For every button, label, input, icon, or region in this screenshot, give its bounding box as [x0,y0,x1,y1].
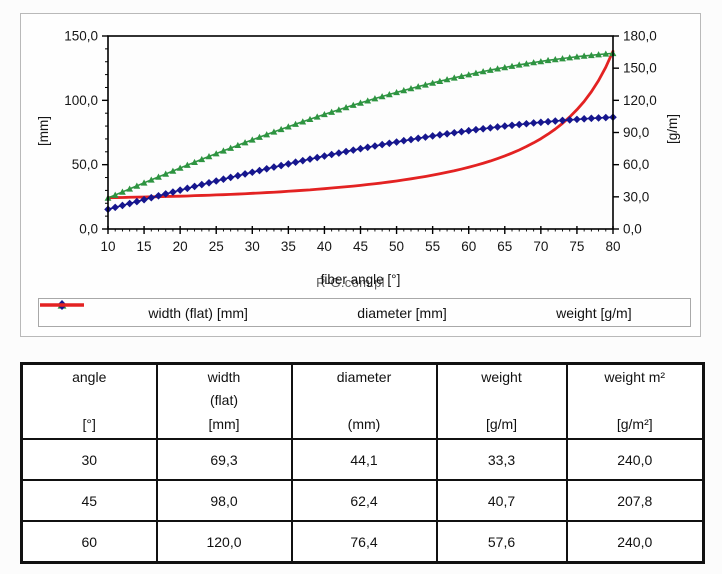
table-row: 30 69,3 44,1 33,3 240,0 [20,438,705,481]
diameter-series-marker-icon [40,300,352,319]
table-header: angle [°] width (flat) [mm] diameter (mm… [20,362,705,440]
cell: 33,3 [435,438,568,481]
legend-label: weight [g/m] [556,304,632,321]
svg-text:10: 10 [100,239,115,254]
cell: 69,3 [155,438,293,481]
svg-text:75: 75 [569,239,584,254]
cell: 120,0 [155,520,293,564]
cell: 62,4 [290,479,438,522]
svg-text:30,0: 30,0 [623,189,649,204]
width-series-marker-icon [40,300,143,319]
cell: 207,8 [565,479,705,522]
watermark: R-G.com.pl [316,275,385,290]
table-row: 60 120,0 76,4 57,6 240,0 [20,520,705,564]
chart-legend: width (flat) [mm] diameter [mm] weight [… [38,298,691,327]
svg-text:80: 80 [605,239,620,254]
weight-series-marker-icon [40,303,551,319]
svg-text:30: 30 [245,239,260,254]
cell: 240,0 [565,438,705,481]
svg-text:20: 20 [173,239,188,254]
cell: 40,7 [435,479,568,522]
legend-label: diameter [mm] [357,304,447,321]
cell: 30 [20,438,158,481]
svg-text:40: 40 [317,239,332,254]
svg-text:0,0: 0,0 [79,222,98,237]
cell: 45 [20,479,158,522]
cell: 57,6 [435,520,568,564]
cell: 76,4 [290,520,438,564]
left-axis-unit-label: [mm] [36,116,51,146]
svg-text:25: 25 [209,239,224,254]
svg-text:180,0: 180,0 [623,29,657,44]
svg-text:60: 60 [461,239,476,254]
table-row: 45 98,0 62,4 40,7 207,8 [20,479,705,522]
svg-text:65: 65 [497,239,512,254]
cell: 44,1 [290,438,438,481]
header-width: width (flat) [mm] [155,362,293,440]
svg-text:55: 55 [425,239,440,254]
legend-label: width (flat) [mm] [148,304,248,321]
svg-text:50: 50 [389,239,404,254]
cell: 60 [20,520,158,564]
header-diameter: diameter (mm) [290,362,438,440]
svg-text:150,0: 150,0 [623,61,657,76]
header-weight: weight [g/m] [435,362,568,440]
right-axis-unit-label: [g/m] [665,114,680,145]
svg-text:50,0: 50,0 [72,157,98,172]
svg-text:15: 15 [137,239,152,254]
svg-text:70: 70 [533,239,548,254]
header-weight-m2: weight m² [g/m²] [565,362,705,440]
header-angle: angle [°] [20,362,158,440]
legend-item-diameter: diameter [mm] [40,300,447,321]
x-axis-title: fiber angle [°] [320,272,401,287]
cell: 98,0 [155,479,293,522]
svg-text:35: 35 [281,239,296,254]
svg-text:150,0: 150,0 [64,29,98,44]
svg-text:90,0: 90,0 [623,125,649,140]
svg-text:45: 45 [353,239,368,254]
legend-item-width: width (flat) [mm] [40,300,248,321]
svg-text:60,0: 60,0 [623,157,649,172]
svg-text:100,0: 100,0 [64,93,98,108]
svg-text:120,0: 120,0 [623,93,657,108]
chart-panel: 0,0 50,0 100,0 150,0 0,0 30,0 60,0 90,0 120,0 150… [20,13,701,337]
legend-item-weight: weight [g/m] [40,303,632,321]
data-table: angle [°] width (flat) [mm] diameter (mm… [20,362,705,564]
cell: 240,0 [565,520,705,564]
chart-plot: 0,0 50,0 100,0 150,0 0,0 30,0 60,0 90,0 120,0 150… [64,29,657,255]
svg-text:0,0: 0,0 [623,222,642,237]
